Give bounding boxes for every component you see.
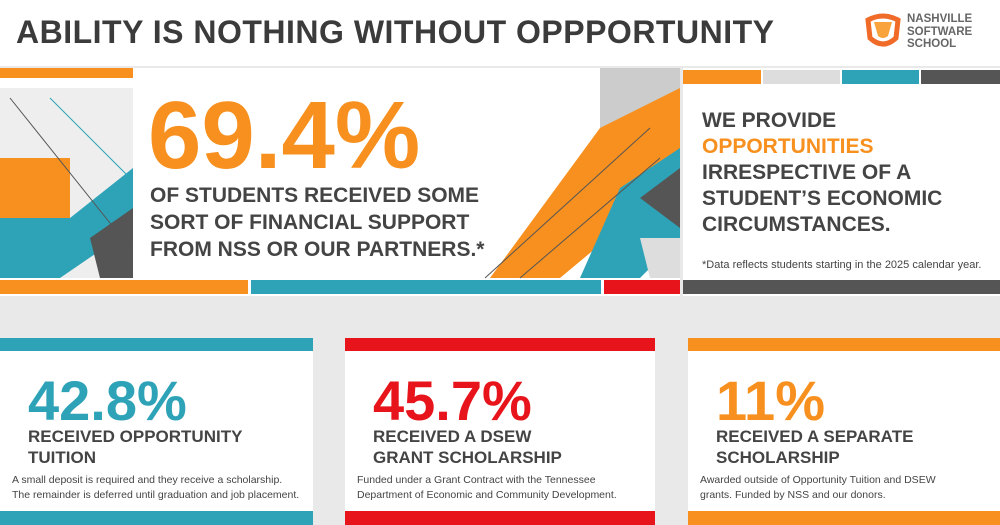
card: 42.8% RECEIVED OPPORTUNITY TUITION A small … (0, 338, 313, 525)
heading-line: RECEIVED A DSEW (373, 427, 532, 446)
tagline-line: CIRCUMSTANCES. (702, 213, 891, 236)
tagline-line: OPPORTUNITIES (702, 135, 874, 158)
card-top-bar (688, 338, 1000, 351)
tagline: WE PROVIDE OPPORTUNITIES IRRESPECTIVE OF… (702, 108, 942, 238)
description-line: SORT OF FINANCIAL SUPPORT (150, 211, 470, 234)
tagline-line: STUDENT’S ECONOMIC (702, 187, 943, 210)
card-note: Awarded outside of Opportunity Tuition a… (700, 473, 936, 503)
card-stat: 42.8% (28, 369, 187, 432)
logo-line: SCHOOL (907, 38, 957, 50)
description-line: OF STUDENTS RECEIVED SOME (150, 184, 480, 207)
logo-text: NASHVILLE SOFTWARE SCHOOL (907, 13, 972, 51)
card-heading: RECEIVED A SEPARATE SCHOLARSHIP (716, 426, 913, 468)
heading-line: SCHOLARSHIP (716, 448, 840, 467)
card-heading: RECEIVED OPPORTUNITY TUITION (28, 426, 242, 468)
banner-art (0, 68, 1000, 296)
card-stat: 11% (716, 369, 825, 432)
banner-description: OF STUDENTS RECEIVED SOME SORT OF FINANC… (150, 182, 484, 263)
tagline-line: IRRESPECTIVE OF A (702, 161, 912, 184)
tagline-line: WE PROVIDE (702, 109, 837, 132)
card: 11% RECEIVED A SEPARATE SCHOLARSHIP Awarded… (688, 338, 1000, 525)
footnote: *Data reflects students starting in the … (702, 259, 982, 271)
card-bottom-bar (345, 511, 655, 525)
banner-stat: 69.4% (148, 82, 421, 189)
card-stat: 45.7% (373, 369, 532, 432)
note-line: The remainder is deferred until graduati… (12, 489, 300, 501)
note-line: Awarded outside of Opportunity Tuition a… (700, 474, 936, 486)
note-line: grants. Funded by NSS and our donors. (700, 489, 886, 501)
heading-line: GRANT SCHOLARSHIP (373, 448, 562, 467)
logo-line: SOFTWARE (907, 25, 973, 38)
heading-line: RECEIVED OPPORTUNITY (28, 427, 243, 446)
title: ABILITY IS NOTHING WITHOUT OPPPORTUNITY (16, 14, 775, 50)
note-line: A small deposit is required and they rec… (12, 474, 283, 486)
card-note: Funded under a Grant Contract with the T… (357, 473, 617, 503)
title-bar (0, 0, 1000, 66)
logo-icon (865, 13, 901, 47)
heading-line: TUITION (28, 448, 96, 467)
heading-line: RECEIVED A SEPARATE (716, 427, 914, 446)
card-bottom-bar (688, 511, 1000, 525)
description-line: FROM NSS OR OUR PARTNERS.* (150, 238, 485, 261)
card-note: A small deposit is required and they rec… (12, 473, 299, 503)
note-line: Funded under a Grant Contract with the T… (357, 474, 596, 486)
card-bottom-bar (0, 511, 313, 525)
card-heading: RECEIVED A DSEW GRANT SCHOLARSHIP (373, 426, 562, 468)
card-top-bar (0, 338, 313, 351)
card: 45.7% RECEIVED A DSEW GRANT SCHOLARSHIP Fun… (345, 338, 655, 525)
logo-line: NASHVILLE (907, 13, 973, 25)
note-line: Department of Economic and Community Dev… (357, 489, 617, 501)
card-top-bar (345, 338, 655, 351)
